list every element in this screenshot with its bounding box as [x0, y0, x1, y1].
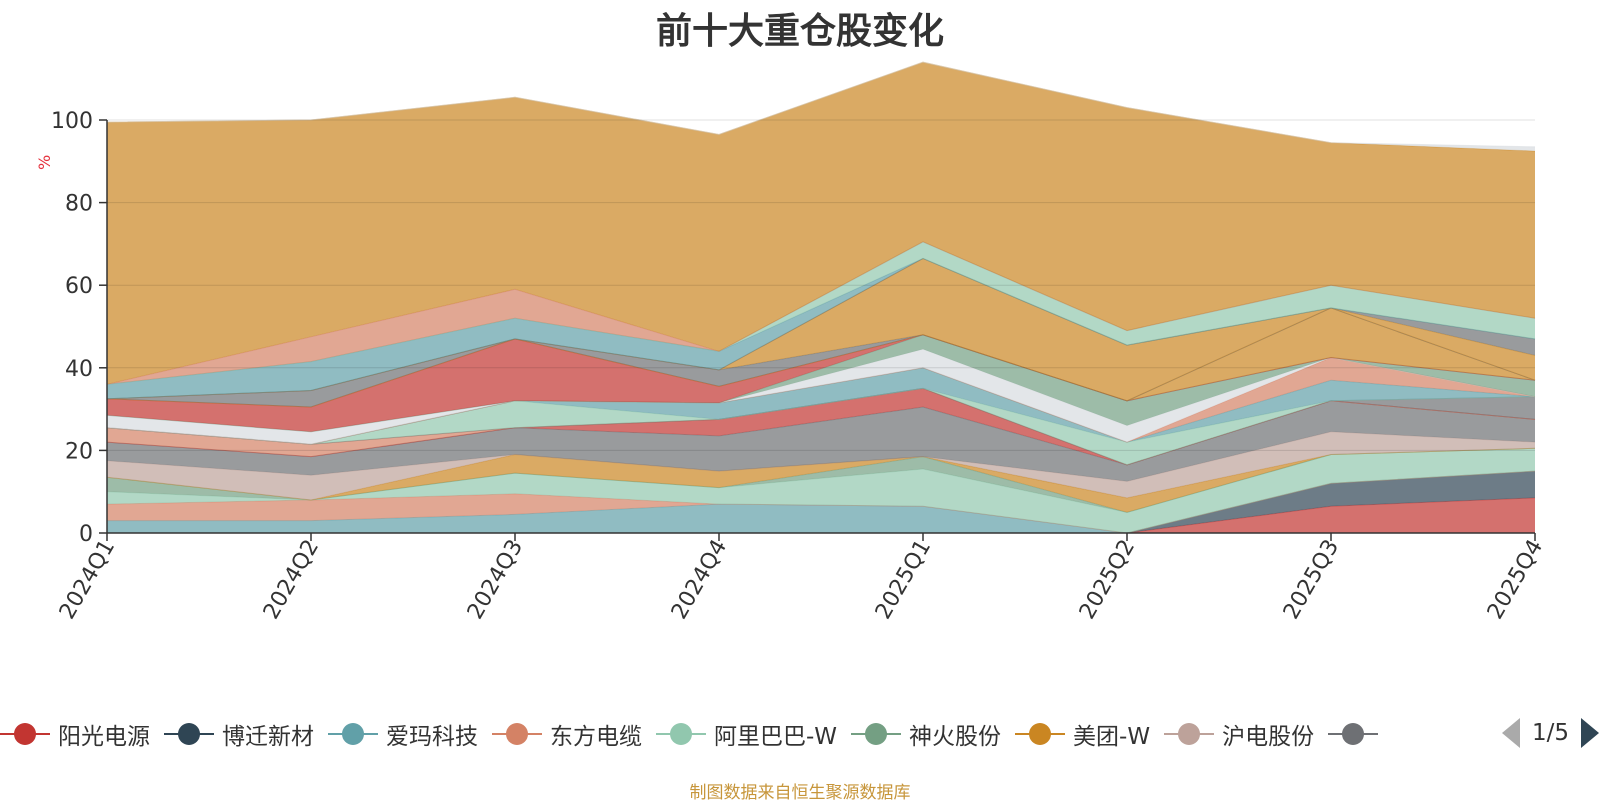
y-tick-label: 100: [51, 109, 93, 134]
legend-label: 神火股份: [909, 724, 1002, 750]
x-tick-label: 2025Q3: [1279, 536, 1344, 624]
legend-dot: [178, 723, 200, 745]
legend-label: 爱玛科技: [386, 724, 478, 750]
legend-page-indicator: 1/5: [1532, 720, 1570, 746]
legend-item[interactable]: 东方电缆: [492, 717, 642, 751]
area-series-19[interactable]: [107, 307, 1535, 407]
area-series-6[interactable]: [107, 448, 1535, 513]
legend-item[interactable]: 沪电股份: [1164, 717, 1314, 751]
area-series-17[interactable]: [107, 334, 1535, 432]
legend-label: 东方电缆: [550, 724, 642, 750]
x-tick-label: 2025Q1: [871, 536, 936, 624]
y-tick-label: 60: [65, 274, 93, 299]
x-tick-label: 2024Q1: [55, 536, 120, 624]
y-axis-label: %: [35, 155, 54, 170]
x-tick-label: 2025Q4: [1483, 536, 1548, 624]
legend-item[interactable]: 博迁新材: [164, 717, 314, 751]
legend-marker-icon: [851, 722, 902, 746]
legend-marker-icon: [1164, 722, 1215, 746]
area-series-8[interactable]: [107, 400, 1535, 482]
legend-dot: [1342, 723, 1365, 745]
area-series-13[interactable]: [107, 367, 1535, 445]
legend: 阳光电源 博迁新材 爱玛科技 东方电缆 阿里巴巴-W 神火股份 美团-W 沪电股份: [0, 716, 1400, 752]
legend-dot: [1029, 723, 1052, 745]
legend-label: 美团-W: [1073, 724, 1151, 750]
legend-label: 阳光电源: [58, 724, 150, 750]
area-series-18[interactable]: [107, 307, 1535, 407]
legend-label: 沪电股份: [1222, 724, 1315, 750]
area-series-16[interactable]: [107, 334, 1535, 432]
area-series-22[interactable]: [107, 258, 1535, 399]
legend-item[interactable]: [1328, 722, 1386, 746]
area-series-0[interactable]: [107, 497, 1535, 533]
legend-item[interactable]: 阳光电源: [0, 717, 150, 751]
legend-item[interactable]: 爱玛科技: [328, 717, 478, 751]
legend-label: 博迁新材: [222, 724, 314, 750]
chart-title: 前十大重仓股变化: [655, 11, 944, 52]
area-series-12[interactable]: [107, 388, 1535, 465]
y-tick-label: 40: [65, 357, 93, 382]
legend-dot: [506, 723, 528, 745]
series-line-26: [106, 61, 1536, 148]
legend-dot: [865, 723, 888, 745]
legend-marker-icon: [1015, 722, 1066, 746]
legend-marker-icon: [656, 722, 706, 746]
legend-label: 阿里巴巴-W: [714, 724, 838, 750]
area-series-3[interactable]: [107, 471, 1535, 533]
legend-item[interactable]: 神火股份: [851, 717, 1001, 751]
legend-item[interactable]: 美团-W: [1015, 717, 1150, 751]
stacked-area-chart: 0 20 40 60 80 100% 2024Q1 2024Q2 2024Q3 2024Q4 202…: [35, 61, 1548, 624]
series-areas: [106, 61, 1536, 534]
x-tick-label: 2024Q3: [463, 536, 528, 624]
grid-lines: [107, 119, 1535, 451]
legend-marker-icon: [492, 722, 542, 746]
legend-marker-icon: [164, 722, 214, 746]
area-series-7[interactable]: [107, 431, 1535, 500]
area-series-15[interactable]: [107, 349, 1535, 445]
legend-dot: [670, 723, 692, 745]
legend-prev-icon[interactable]: [1502, 718, 1520, 748]
y-tick-label: 0: [79, 522, 93, 547]
area-series-25[interactable]: [107, 62, 1535, 385]
source-note: 制图数据来自恒生聚源数据库: [689, 783, 911, 803]
legend-marker-icon: [0, 722, 50, 746]
area-series-23[interactable]: [107, 241, 1535, 385]
area-series-20[interactable]: [107, 258, 1535, 401]
area-series-4[interactable]: [107, 448, 1535, 533]
legend-marker-icon: [328, 722, 378, 746]
x-tick-label: 2024Q4: [667, 536, 732, 624]
area-series-2[interactable]: [107, 471, 1535, 533]
x-tick-label: 2024Q2: [259, 536, 324, 624]
area-series-14[interactable]: [107, 357, 1535, 445]
legend-next-icon[interactable]: [1581, 718, 1600, 748]
legend-dot: [1178, 723, 1201, 745]
x-tick-label: 2025Q2: [1075, 536, 1140, 624]
y-tick-label: 80: [65, 192, 93, 217]
legend-dot: [342, 723, 364, 745]
legend-dot: [14, 723, 36, 745]
legend-item[interactable]: 阿里巴巴-W: [656, 717, 837, 751]
y-tick-label: 20: [65, 439, 93, 464]
legend-marker-icon: [1328, 722, 1379, 746]
legend-pager: 1/5: [1502, 718, 1600, 748]
